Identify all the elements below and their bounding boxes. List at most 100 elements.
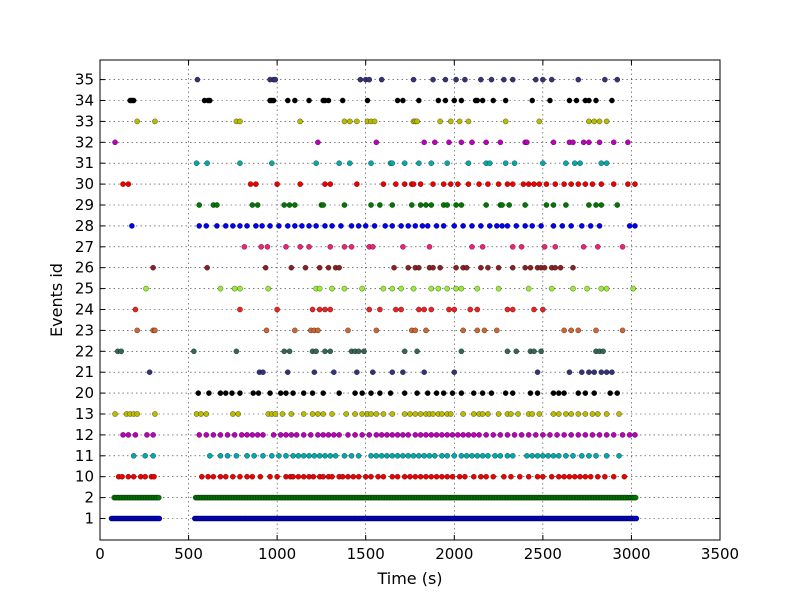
event-point xyxy=(254,202,261,208)
event-point xyxy=(570,264,576,271)
event-point xyxy=(359,411,365,417)
event-point xyxy=(610,473,617,480)
event-point xyxy=(524,453,530,459)
event-point xyxy=(410,76,417,83)
y-tick-label: 28 xyxy=(75,217,94,235)
event-point xyxy=(492,453,498,459)
event-point xyxy=(377,306,383,313)
event-point xyxy=(430,411,436,417)
event-point xyxy=(485,411,491,417)
event-point xyxy=(589,432,596,438)
event-point xyxy=(619,244,626,250)
event-point xyxy=(309,390,316,396)
event-point xyxy=(566,369,573,375)
y-tick-label: 31 xyxy=(75,154,94,172)
event-point xyxy=(401,160,408,166)
event-point xyxy=(426,244,433,250)
event-point xyxy=(199,473,205,480)
x-tick-label: 1500 xyxy=(347,545,385,563)
event-point xyxy=(389,223,396,229)
event-point xyxy=(502,118,509,125)
event-point xyxy=(449,432,456,438)
event-point xyxy=(540,76,546,83)
event-point xyxy=(518,432,525,438)
event-point xyxy=(428,432,435,438)
event-point xyxy=(400,432,406,438)
event-point xyxy=(327,348,334,355)
event-point xyxy=(522,223,528,229)
event-point xyxy=(237,306,243,313)
event-point xyxy=(586,369,592,375)
event-point xyxy=(237,285,243,292)
event-point xyxy=(508,473,514,480)
event-point xyxy=(394,97,401,104)
event-point xyxy=(292,97,298,104)
event-point xyxy=(416,264,422,271)
event-point xyxy=(525,181,532,187)
event-point xyxy=(421,306,427,313)
event-point xyxy=(313,348,319,355)
event-point xyxy=(561,390,567,396)
event-point xyxy=(449,390,456,396)
event-point xyxy=(290,390,296,396)
event-point xyxy=(534,369,541,375)
event-point xyxy=(359,285,365,292)
event-point xyxy=(336,432,342,438)
event-point xyxy=(545,453,551,459)
event-point xyxy=(609,369,615,375)
event-point xyxy=(462,473,468,480)
event-point xyxy=(610,432,617,438)
event-point xyxy=(316,306,323,313)
event-point xyxy=(300,411,307,417)
event-point xyxy=(412,411,419,417)
event-point xyxy=(368,390,374,396)
x-tick-label: 0 xyxy=(95,545,105,563)
event-point xyxy=(120,181,126,187)
event-point xyxy=(506,202,512,208)
event-point xyxy=(391,264,397,271)
event-point xyxy=(316,453,323,459)
event-point xyxy=(432,453,438,459)
event-point xyxy=(196,202,202,208)
event-point xyxy=(458,390,465,396)
event-point xyxy=(368,453,374,459)
event-point xyxy=(595,473,601,480)
event-point xyxy=(378,76,385,83)
event-point xyxy=(320,473,326,480)
series-22 xyxy=(114,348,606,355)
event-point xyxy=(575,390,582,396)
event-point xyxy=(152,411,158,417)
event-point xyxy=(244,453,250,459)
event-point xyxy=(355,453,362,459)
event-point xyxy=(401,473,408,480)
event-point xyxy=(433,473,440,480)
event-point xyxy=(495,264,502,271)
event-point xyxy=(292,327,298,334)
x-axis-label: Time (s) xyxy=(376,569,442,588)
event-point xyxy=(345,473,351,480)
event-point xyxy=(217,285,224,292)
event-point xyxy=(254,432,261,438)
event-point xyxy=(265,285,272,292)
event-point xyxy=(229,390,235,396)
event-point xyxy=(552,244,559,250)
event-point xyxy=(223,390,229,396)
event-point xyxy=(561,473,567,480)
event-point xyxy=(442,97,449,104)
event-point xyxy=(371,118,378,125)
event-point xyxy=(568,411,574,417)
y-tick-label: 34 xyxy=(75,92,94,110)
event-point xyxy=(384,432,390,438)
event-point xyxy=(196,432,202,438)
event-point xyxy=(355,473,362,480)
event-point xyxy=(336,390,342,396)
event-point xyxy=(286,202,293,208)
event-point xyxy=(262,264,269,271)
event-point xyxy=(313,160,319,166)
event-point xyxy=(529,411,535,417)
event-point xyxy=(616,411,622,417)
event-point xyxy=(550,453,557,459)
event-point xyxy=(579,369,585,375)
event-point xyxy=(345,432,351,438)
event-point xyxy=(398,285,404,292)
